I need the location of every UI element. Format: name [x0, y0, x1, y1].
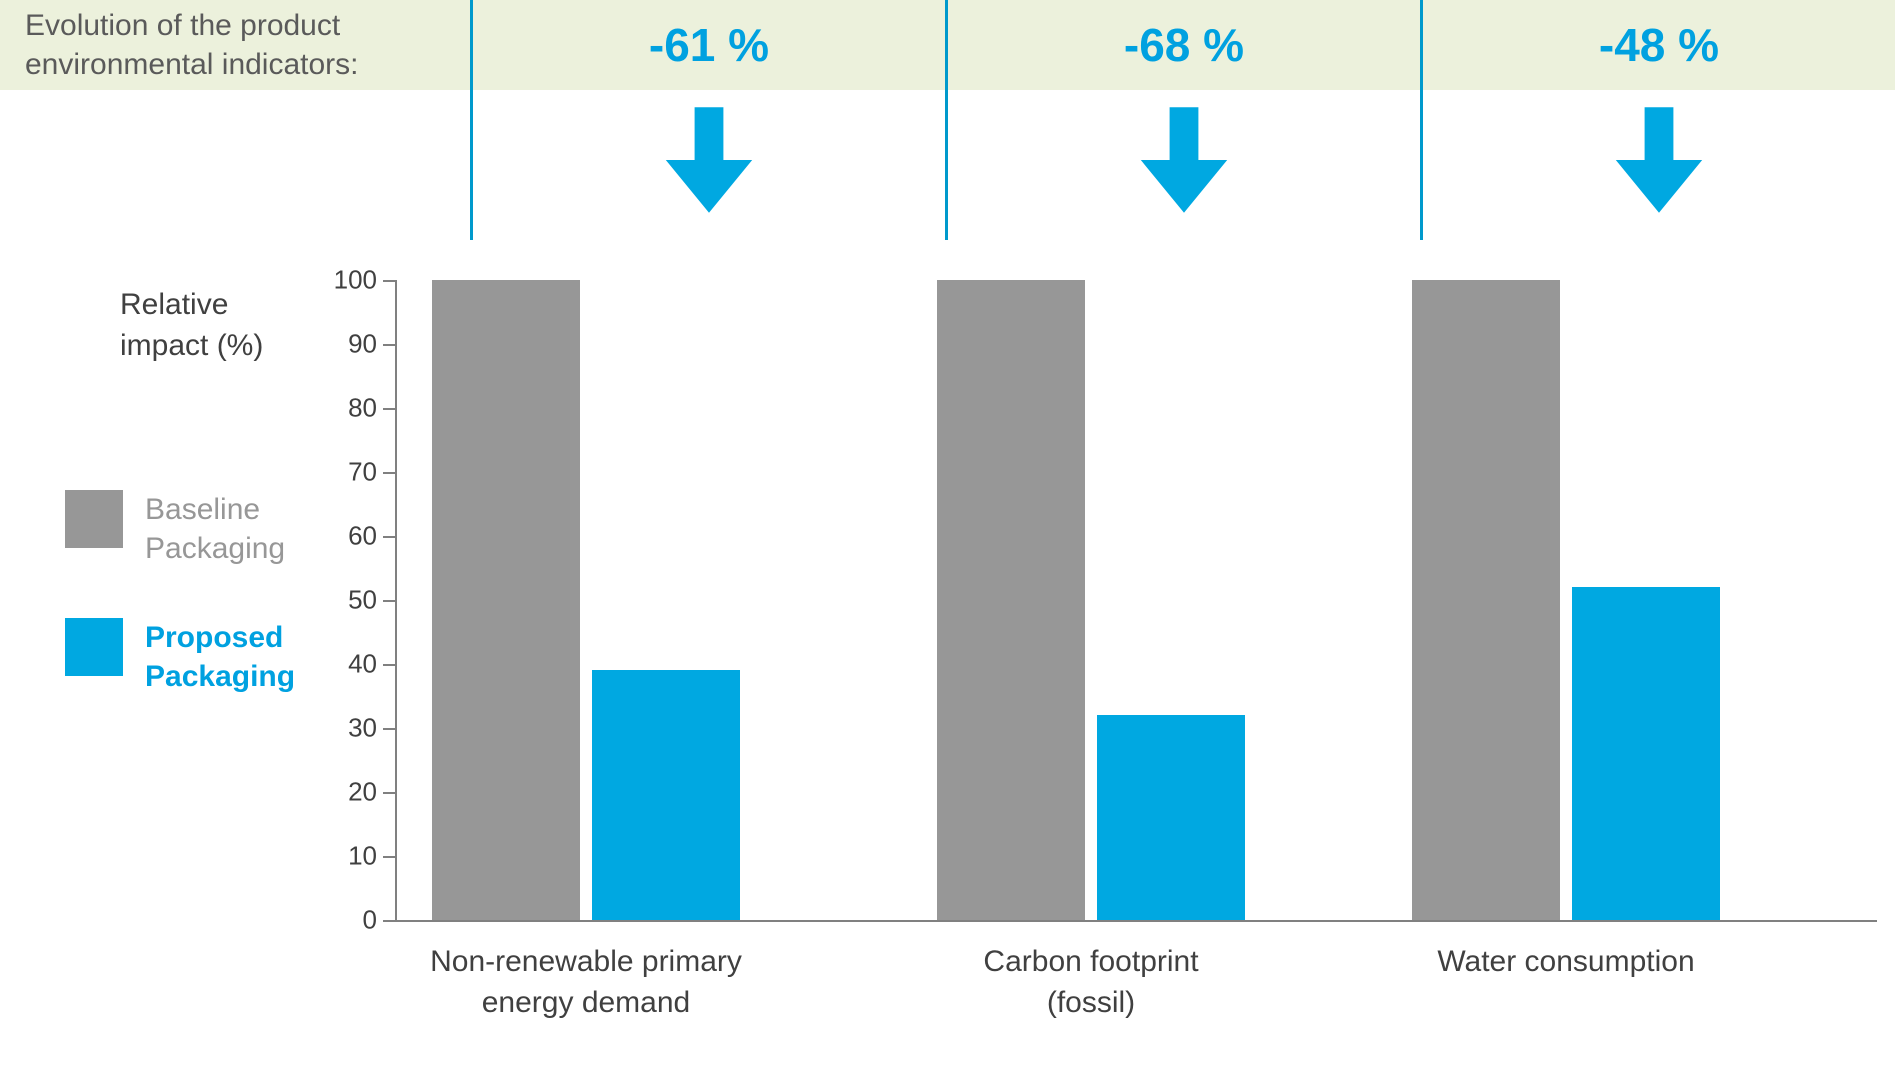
y-tick-label: 50 — [317, 585, 377, 616]
legend-item-proposed: Proposed Packaging — [65, 618, 295, 696]
y-tick-label: 40 — [317, 649, 377, 680]
down-arrow-icon — [661, 105, 757, 215]
legend-proposed-line2: Packaging — [145, 660, 295, 693]
legend-swatch-baseline — [65, 490, 123, 548]
arrows-row — [470, 90, 1895, 240]
y-tick-label: 10 — [317, 841, 377, 872]
down-arrow-icon — [1136, 105, 1232, 215]
y-tick-label: 100 — [317, 265, 377, 296]
page-root: Evolution of the product environmental i… — [0, 0, 1895, 1092]
legend-swatch-proposed — [65, 618, 123, 676]
x-axis-label-line2: energy demand — [482, 986, 690, 1019]
header-title-line1: Evolution of the product — [25, 9, 340, 42]
header-col-2: -48 % — [1420, 0, 1895, 90]
y-tick — [383, 600, 395, 602]
y-tick-label: 60 — [317, 521, 377, 552]
legend-baseline-line2: Packaging — [145, 532, 285, 565]
header-strip: Evolution of the product environmental i… — [0, 0, 1895, 90]
y-tick-label: 90 — [317, 329, 377, 360]
y-tick-label: 0 — [317, 905, 377, 936]
y-tick — [383, 280, 395, 282]
y-axis-label-line1: Relative — [120, 288, 228, 321]
x-axis-label: Carbon footprint (fossil) — [871, 942, 1311, 1023]
y-tick — [383, 792, 395, 794]
bar-baseline — [937, 280, 1085, 920]
header-title-line2: environmental indicators: — [25, 48, 359, 81]
legend-item-baseline: Baseline Packaging — [65, 490, 295, 568]
bar-baseline — [1412, 280, 1560, 920]
header-value-1: -68 % — [1124, 18, 1244, 72]
down-arrow-icon — [1611, 105, 1707, 215]
bar-proposed — [592, 670, 740, 920]
arrow-col-2 — [1420, 90, 1895, 240]
header-col-0: -61 % — [470, 0, 945, 90]
x-axis-label-line1: Carbon footprint — [983, 945, 1198, 978]
y-tick-label: 20 — [317, 777, 377, 808]
legend-text-baseline: Baseline Packaging — [145, 490, 285, 568]
x-axis-label-line1: Water consumption — [1437, 945, 1694, 978]
arrow-col-0 — [470, 90, 945, 240]
x-axis-label: Non-renewable primary energy demand — [366, 942, 806, 1023]
y-tick — [383, 920, 395, 922]
header-value-2: -48 % — [1599, 18, 1719, 72]
y-tick — [383, 728, 395, 730]
y-axis-label-line2: impact (%) — [120, 329, 263, 362]
header-value-0: -61 % — [649, 18, 769, 72]
bar-baseline — [432, 280, 580, 920]
y-tick — [383, 472, 395, 474]
x-axis-label: Water consumption — [1346, 942, 1786, 983]
bar-group — [937, 280, 1245, 920]
y-tick-label: 30 — [317, 713, 377, 744]
x-axis-label-line1: Non-renewable primary — [430, 945, 742, 978]
y-tick — [383, 536, 395, 538]
bar-group — [1412, 280, 1720, 920]
legend-proposed-line1: Proposed — [145, 621, 283, 654]
y-axis-label: Relative impact (%) — [120, 285, 263, 366]
chart-area: Relative impact (%) Baseline Packaging P… — [0, 280, 1895, 1092]
legend: Baseline Packaging Proposed Packaging — [65, 490, 295, 746]
legend-baseline-line1: Baseline — [145, 493, 260, 526]
y-tick-label: 80 — [317, 393, 377, 424]
bar-proposed — [1572, 587, 1720, 920]
header-title: Evolution of the product environmental i… — [0, 0, 470, 90]
y-tick-label: 70 — [317, 457, 377, 488]
legend-text-proposed: Proposed Packaging — [145, 618, 295, 696]
y-tick — [383, 664, 395, 666]
x-axis-label-line2: (fossil) — [1047, 986, 1135, 1019]
plot-area: 0102030405060708090100Non-renewable prim… — [395, 280, 1877, 922]
y-tick — [383, 344, 395, 346]
y-tick — [383, 856, 395, 858]
bar-group — [432, 280, 740, 920]
arrow-col-1 — [945, 90, 1420, 240]
y-tick — [383, 408, 395, 410]
bar-proposed — [1097, 715, 1245, 920]
header-col-1: -68 % — [945, 0, 1420, 90]
